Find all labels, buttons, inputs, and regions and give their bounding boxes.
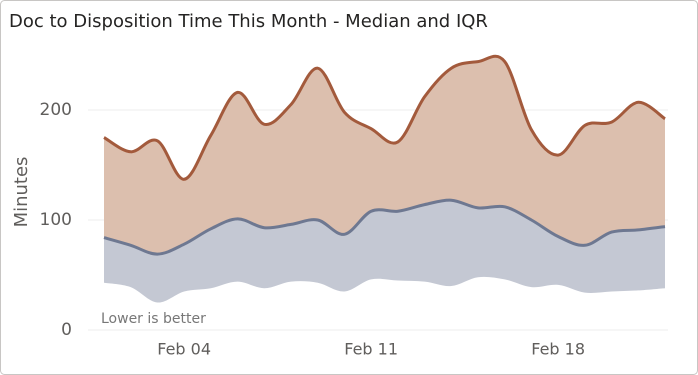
chart-title: Doc to Disposition Time This Month - Med… bbox=[9, 11, 488, 32]
series-line bbox=[103, 198, 666, 256]
iqr-area bbox=[104, 56, 665, 255]
y-tick-label: 0 bbox=[61, 320, 72, 340]
y-tick-label: 200 bbox=[40, 100, 72, 120]
annotation: Lower is better bbox=[101, 311, 206, 327]
x-tick-label: Feb 04 bbox=[157, 340, 211, 359]
series-line bbox=[103, 54, 666, 181]
x-tick-label: Feb 18 bbox=[531, 340, 585, 359]
x-tick-label: Feb 11 bbox=[344, 340, 398, 359]
iqr-area bbox=[104, 200, 665, 303]
y-tick-label: 100 bbox=[40, 210, 72, 230]
y-axis-title: Minutes bbox=[11, 157, 32, 228]
